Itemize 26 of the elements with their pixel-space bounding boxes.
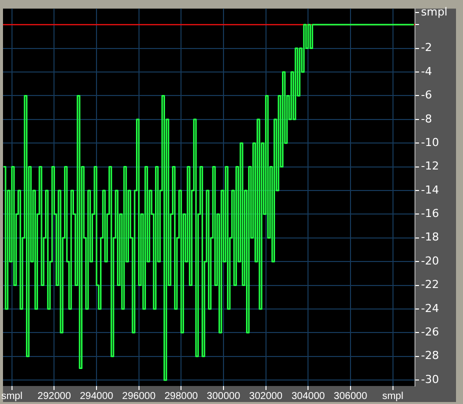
y-tick-label: smpl bbox=[421, 6, 448, 19]
y-tick-label: -4 bbox=[421, 64, 432, 78]
y-tick-label: -20 bbox=[421, 254, 439, 268]
y-tick-label: -2 bbox=[421, 41, 432, 54]
x-tick-label: 304000 bbox=[291, 390, 326, 402]
x-tick-label: 302000 bbox=[249, 390, 283, 402]
y-tick-label: -26 bbox=[421, 326, 439, 339]
y-tick-label: -28 bbox=[421, 349, 439, 362]
y-tick-label: -18 bbox=[421, 230, 439, 244]
x-tick-label: 306000 bbox=[334, 390, 368, 402]
y-tick-label: -8 bbox=[421, 112, 432, 126]
y-tick-label: -24 bbox=[421, 302, 439, 315]
x-tick-label: 294000 bbox=[80, 390, 114, 402]
y-tick-label: -16 bbox=[421, 207, 439, 220]
x-tick-label: 292000 bbox=[38, 390, 72, 402]
y-tick-label: -10 bbox=[421, 136, 439, 149]
y-tick-label: -14 bbox=[421, 183, 439, 196]
y-tick-label: -6 bbox=[421, 88, 432, 102]
x-tick-label: smpl bbox=[382, 390, 404, 402]
x-tick-label: 300000 bbox=[206, 390, 241, 402]
x-tick-label: 296000 bbox=[122, 390, 156, 402]
y-tick-label: -30 bbox=[421, 372, 439, 386]
y-tick-label: -12 bbox=[421, 160, 439, 173]
y-tick-label: -22 bbox=[421, 278, 439, 292]
x-tick-label: smpl bbox=[1, 390, 22, 402]
x-tick-label: 298000 bbox=[164, 390, 198, 402]
